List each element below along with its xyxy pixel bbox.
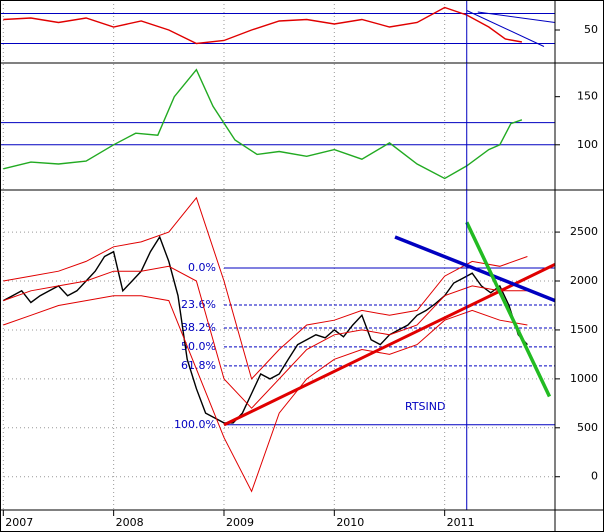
y-tick-label: 1000 [570, 372, 598, 385]
y-tick-label: 500 [577, 421, 598, 434]
y-tick-label: 0 [591, 470, 598, 483]
y-tick-label: 2000 [570, 274, 598, 287]
series-line [2, 235, 528, 424]
series-line [3, 6, 523, 45]
trend-line [465, 221, 552, 398]
x-tick-label: 2010 [336, 516, 364, 529]
y-tick-label: 100 [577, 138, 598, 151]
fib-label: 0.0% [188, 261, 216, 274]
series-label: RTSIND [405, 400, 446, 413]
series-line [3, 295, 528, 493]
x-tick-label: 2007 [5, 516, 33, 529]
fib-label: 100.0% [174, 418, 216, 431]
series-line [3, 265, 528, 409]
trend-line [394, 235, 556, 303]
fib-label: 38.2% [181, 321, 216, 334]
fib-label: 50.0% [181, 340, 216, 353]
y-tick-label: 2500 [570, 225, 598, 238]
y-tick-label: 50 [584, 23, 598, 36]
x-tick-label: 2011 [447, 516, 475, 529]
fib-label: 61.8% [181, 359, 216, 372]
x-tick-label: 2009 [226, 516, 254, 529]
fib-label: 23.6% [181, 298, 216, 311]
trend-line [466, 10, 545, 47]
trend-line [477, 11, 556, 23]
y-tick-label: 1500 [570, 323, 598, 336]
series-line [3, 196, 528, 380]
series-line [3, 68, 523, 180]
x-tick-label: 2008 [116, 516, 144, 529]
y-tick-label: 150 [577, 90, 598, 103]
